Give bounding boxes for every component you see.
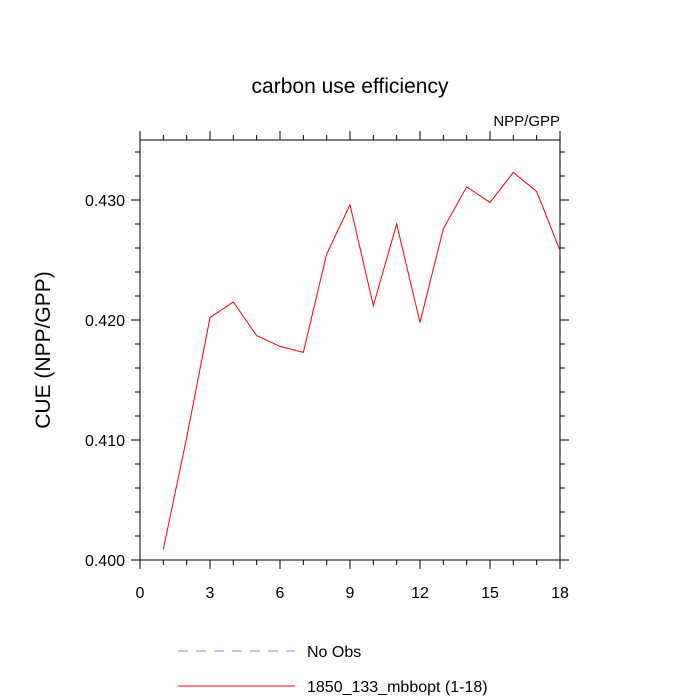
x-tick-label: 15 xyxy=(481,585,499,602)
legend-label: 1850_133_mbbopt (1-18) xyxy=(307,679,488,696)
y-tick-label: 0.410 xyxy=(85,433,125,450)
y-tick-label: 0.420 xyxy=(85,313,125,330)
x-tick-label: 9 xyxy=(346,585,355,602)
y-tick-label: 0.430 xyxy=(85,193,125,210)
y-tick-label: 0.400 xyxy=(85,553,125,570)
x-tick-label: 6 xyxy=(276,585,285,602)
series-line xyxy=(162,171,561,550)
chart-title: carbon use efficiency xyxy=(252,75,449,98)
legend-label: No Obs xyxy=(307,644,361,661)
plot-frame xyxy=(139,139,561,561)
y-axis-label: CUE (NPP/GPP) xyxy=(32,271,55,429)
x-tick-label: 0 xyxy=(136,585,145,602)
chart-subtitle: NPP/GPP xyxy=(493,113,560,130)
x-tick-label: 12 xyxy=(411,585,429,602)
x-tick-label: 3 xyxy=(206,585,215,602)
x-tick-label: 18 xyxy=(551,585,569,602)
